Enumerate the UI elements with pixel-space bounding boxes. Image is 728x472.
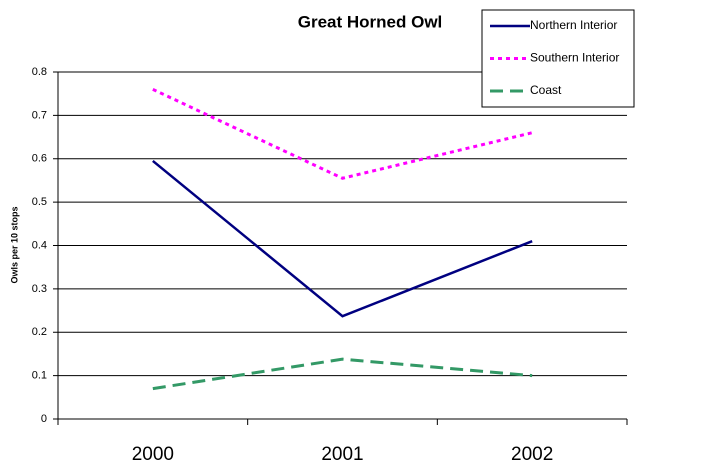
y-tick-label: 0.4 (32, 239, 47, 251)
y-tick-label: 0.1 (32, 370, 47, 382)
y-axis-label: Owls per 10 stops (9, 206, 19, 283)
chart-title: Great Horned Owl (298, 12, 443, 31)
legend-label: Coast (530, 83, 562, 97)
legend-label: Northern Interior (530, 18, 617, 32)
y-tick-label: 0.3 (32, 283, 47, 295)
legend: Northern Interior Southern Interior Coast (481, 9, 635, 108)
series-line (152, 87, 533, 180)
x-tick-label: 2001 (321, 444, 363, 465)
series-line (152, 159, 533, 318)
x-tick-label: 2000 (132, 444, 174, 465)
legend-label: Southern Interior (530, 51, 619, 65)
y-tick-label: 0.8 (32, 66, 47, 78)
y-tick-label: 0.7 (32, 109, 47, 121)
y-tick-label: 0 (41, 413, 47, 425)
series-line (152, 357, 533, 391)
y-tick-label: 0.6 (32, 153, 47, 165)
y-tick-label: 0.5 (32, 196, 47, 208)
x-tick-label: 2002 (511, 444, 553, 465)
y-tick-label: 0.2 (32, 326, 47, 338)
